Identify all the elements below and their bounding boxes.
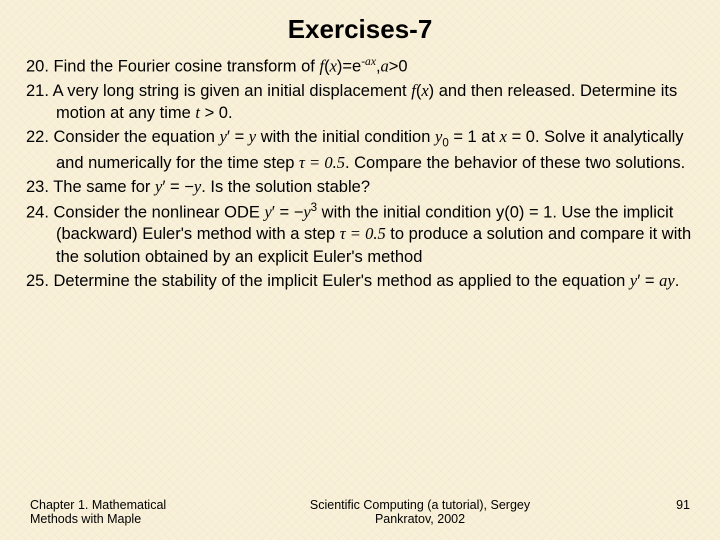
var-y: y: [264, 202, 271, 221]
tau-step: τ = 0.5: [340, 224, 386, 243]
text: )=e: [337, 58, 361, 76]
exercise-22: 22. Consider the equation y′ = y with th…: [26, 126, 694, 174]
text: ′ =: [227, 128, 249, 146]
var-x: x: [500, 127, 507, 146]
footer-center: Scientific Computing (a tutorial), Serge…: [290, 498, 550, 526]
text: ′ =: [637, 272, 659, 290]
exercise-25: 25. Determine the stability of the impli…: [26, 270, 694, 292]
text: 20. Find the Fourier cosine transform of: [26, 58, 319, 76]
text: >0: [389, 58, 408, 76]
exercise-list: 20. Find the Fourier cosine transform of…: [0, 55, 720, 292]
text: . Compare the behavior of these two solu…: [345, 154, 685, 172]
var-y: y: [220, 127, 227, 146]
footer-left: Chapter 1. Mathematical Methods with Map…: [30, 498, 210, 526]
var-ay: ay: [659, 271, 675, 290]
var-a: a: [381, 57, 389, 76]
page-title: Exercises-7: [0, 0, 720, 55]
text: ′ = −: [162, 178, 194, 196]
exercise-24: 24. Consider the nonlinear ODE y′ = −y3 …: [26, 201, 694, 268]
text: ′ = −: [272, 203, 304, 221]
text: 23. The same for: [26, 178, 155, 196]
tau-step: τ = 0.5: [299, 153, 345, 172]
text: = 1 at: [449, 128, 500, 146]
text: . Is the solution stable?: [201, 178, 370, 196]
text: > 0.: [200, 104, 233, 122]
exercise-21: 21. A very long string is given an initi…: [26, 80, 694, 125]
text: 24. Consider the nonlinear ODE: [26, 203, 264, 221]
text: 22. Consider the equation: [26, 128, 220, 146]
var-x: x: [330, 57, 337, 76]
exponent: -ax: [361, 56, 376, 68]
var-y: y: [303, 202, 310, 221]
exercise-20: 20. Find the Fourier cosine transform of…: [26, 55, 694, 78]
footer-page-number: 91: [630, 498, 690, 512]
text: 21. A very long string is given an initi…: [26, 82, 411, 100]
text: .: [675, 272, 680, 290]
slide-footer: Chapter 1. Mathematical Methods with Map…: [0, 498, 720, 526]
text: 25. Determine the stability of the impli…: [26, 272, 630, 290]
text: with the initial condition: [256, 128, 435, 146]
var-x: x: [421, 81, 428, 100]
exercise-23: 23. The same for y′ = −y. Is the solutio…: [26, 176, 694, 198]
